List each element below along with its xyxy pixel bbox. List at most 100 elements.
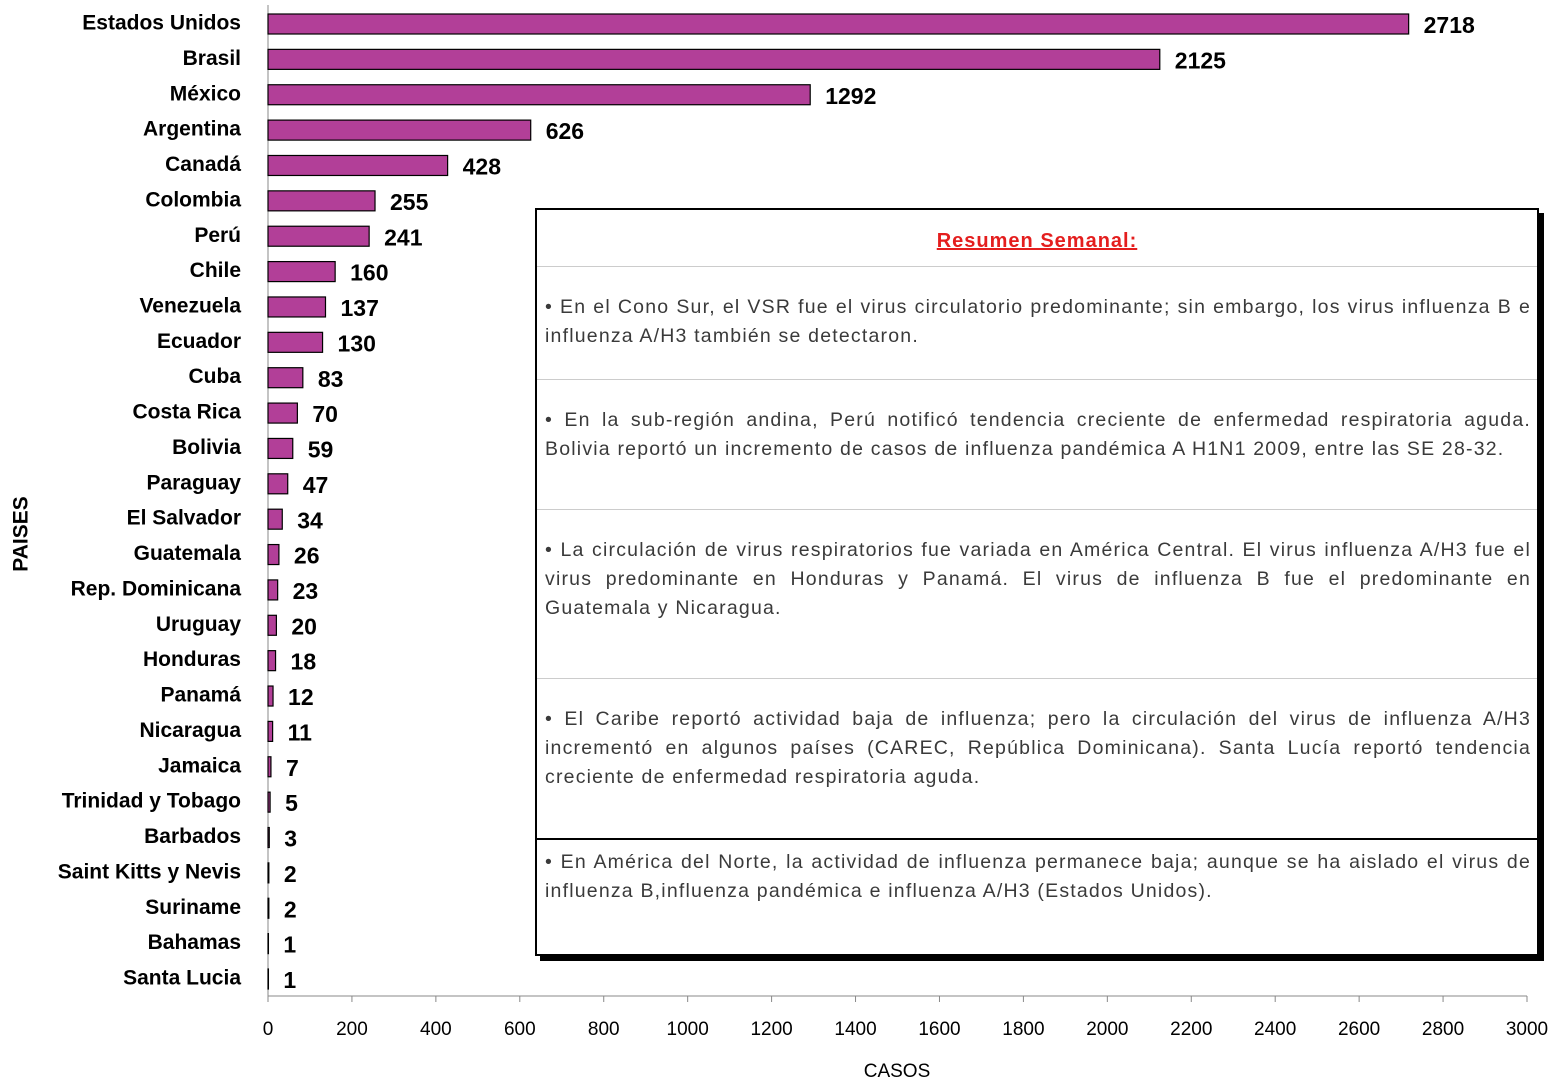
value-label: 7 xyxy=(286,755,299,781)
bar xyxy=(267,685,274,707)
value-label: 1292 xyxy=(825,83,876,109)
x-tick-label: 1000 xyxy=(667,1019,709,1040)
value-label: 70 xyxy=(312,401,338,427)
value-label: 160 xyxy=(350,260,388,286)
y-tick-label: Argentina xyxy=(143,118,241,141)
y-tick-label: Cuba xyxy=(189,365,242,388)
value-label: 1 xyxy=(283,967,296,993)
value-label: 2 xyxy=(284,861,297,887)
y-tick-label: Nicaragua xyxy=(139,719,241,742)
y-tick-label: Venezuela xyxy=(139,295,241,318)
y-tick-label: Perú xyxy=(194,224,241,247)
y-tick-label: Uruguay xyxy=(156,613,242,636)
bar xyxy=(267,84,811,106)
x-tick-label: 2200 xyxy=(1170,1019,1212,1040)
value-label: 12 xyxy=(288,684,314,710)
x-tick-label: 600 xyxy=(504,1019,536,1040)
summary-box: Resumen Semanal: • En el Cono Sur, el VS… xyxy=(535,208,1539,956)
value-label: 255 xyxy=(390,189,429,215)
summary-paragraph: • En América del Norte, la actividad de … xyxy=(545,851,1531,902)
bar xyxy=(267,897,270,919)
bar xyxy=(267,13,1410,35)
value-label: 2 xyxy=(284,896,297,922)
bar xyxy=(267,756,272,778)
y-tick-label: Paraguay xyxy=(146,471,241,494)
value-label: 83 xyxy=(318,366,344,392)
y-tick-label: Santa Lucia xyxy=(123,967,241,990)
y-tick-label: Ecuador xyxy=(157,330,241,353)
x-tick-label: 2000 xyxy=(1086,1019,1128,1040)
bar xyxy=(267,614,277,636)
bar xyxy=(267,862,270,884)
value-label: 241 xyxy=(384,224,423,250)
summary-paragraph: • El Caribe reportó actividad baja de in… xyxy=(537,679,1537,840)
value-label: 626 xyxy=(546,118,584,144)
value-label: 23 xyxy=(293,578,319,604)
x-tick-label: 3000 xyxy=(1506,1019,1548,1040)
y-tick-label: Bolivia xyxy=(172,436,241,459)
value-label: 130 xyxy=(338,330,376,356)
y-tick-label: Costa Rica xyxy=(132,401,241,424)
y-tick-label: Saint Kitts y Nevis xyxy=(58,860,241,883)
y-tick-label: Estados Unidos xyxy=(82,12,241,35)
value-label: 34 xyxy=(297,507,323,533)
y-tick-label: Chile xyxy=(190,259,241,282)
bar xyxy=(267,260,336,283)
bar xyxy=(267,225,370,247)
y-tick-label: Colombia xyxy=(145,188,241,211)
y-tick-label: Canadá xyxy=(165,153,241,176)
y-tick-label: Barbados xyxy=(144,825,241,848)
y-tick-label: Trinidad y Tobago xyxy=(62,790,241,813)
x-tick-label: 1600 xyxy=(918,1019,960,1040)
y-tick-label: Panamá xyxy=(160,684,241,707)
x-tick-label: 1400 xyxy=(834,1019,876,1040)
y-tick-label: El Salvador xyxy=(127,507,241,530)
bar xyxy=(267,473,289,495)
value-label: 59 xyxy=(308,437,334,463)
x-tick-label: 2600 xyxy=(1338,1019,1380,1040)
bar xyxy=(267,331,324,353)
y-axis-label: PAISES xyxy=(10,496,33,571)
summary-paragraph: • En el Cono Sur, el VSR fue el virus ci… xyxy=(537,267,1537,380)
x-tick-label: 2400 xyxy=(1254,1019,1296,1040)
x-tick-label: 200 xyxy=(336,1019,368,1040)
y-tick-label: Suriname xyxy=(145,896,241,919)
y-tick-label: Jamaica xyxy=(158,754,241,777)
y-tick-label: México xyxy=(170,82,241,105)
x-tick-label: 800 xyxy=(588,1019,620,1040)
x-tick-label: 0 xyxy=(263,1019,274,1040)
x-tick-label: 2800 xyxy=(1422,1019,1464,1040)
bar xyxy=(267,296,327,318)
value-label: 20 xyxy=(291,613,317,639)
x-axis-label: CASOS xyxy=(864,1061,931,1082)
bar xyxy=(267,791,271,813)
bar xyxy=(267,543,280,566)
bar xyxy=(267,720,274,743)
bar xyxy=(267,437,294,460)
bar xyxy=(267,48,1161,70)
value-label: 5 xyxy=(285,790,298,816)
y-tick-label: Rep. Dominicana xyxy=(71,577,242,600)
summary-paragraph: • La circulación de virus respiratorios … xyxy=(537,510,1537,679)
value-label: 26 xyxy=(294,543,320,569)
x-tick-label: 1800 xyxy=(1002,1019,1044,1040)
bar xyxy=(267,579,279,601)
value-label: 2718 xyxy=(1424,12,1475,38)
bar xyxy=(267,650,277,672)
value-label: 2125 xyxy=(1175,47,1226,73)
x-tick-label: 1200 xyxy=(750,1019,792,1040)
summary-title: Resumen Semanal: xyxy=(537,210,1537,267)
bar xyxy=(267,190,376,212)
y-tick-label: Bahamas xyxy=(148,931,241,954)
value-label: 137 xyxy=(340,295,378,321)
value-label: 47 xyxy=(303,472,329,498)
value-label: 428 xyxy=(463,154,502,180)
bar xyxy=(267,154,449,177)
value-label: 11 xyxy=(288,719,313,745)
y-tick-label: Honduras xyxy=(143,648,241,671)
bar xyxy=(267,826,270,849)
x-tick-label: 400 xyxy=(420,1019,452,1040)
bar xyxy=(267,119,532,141)
